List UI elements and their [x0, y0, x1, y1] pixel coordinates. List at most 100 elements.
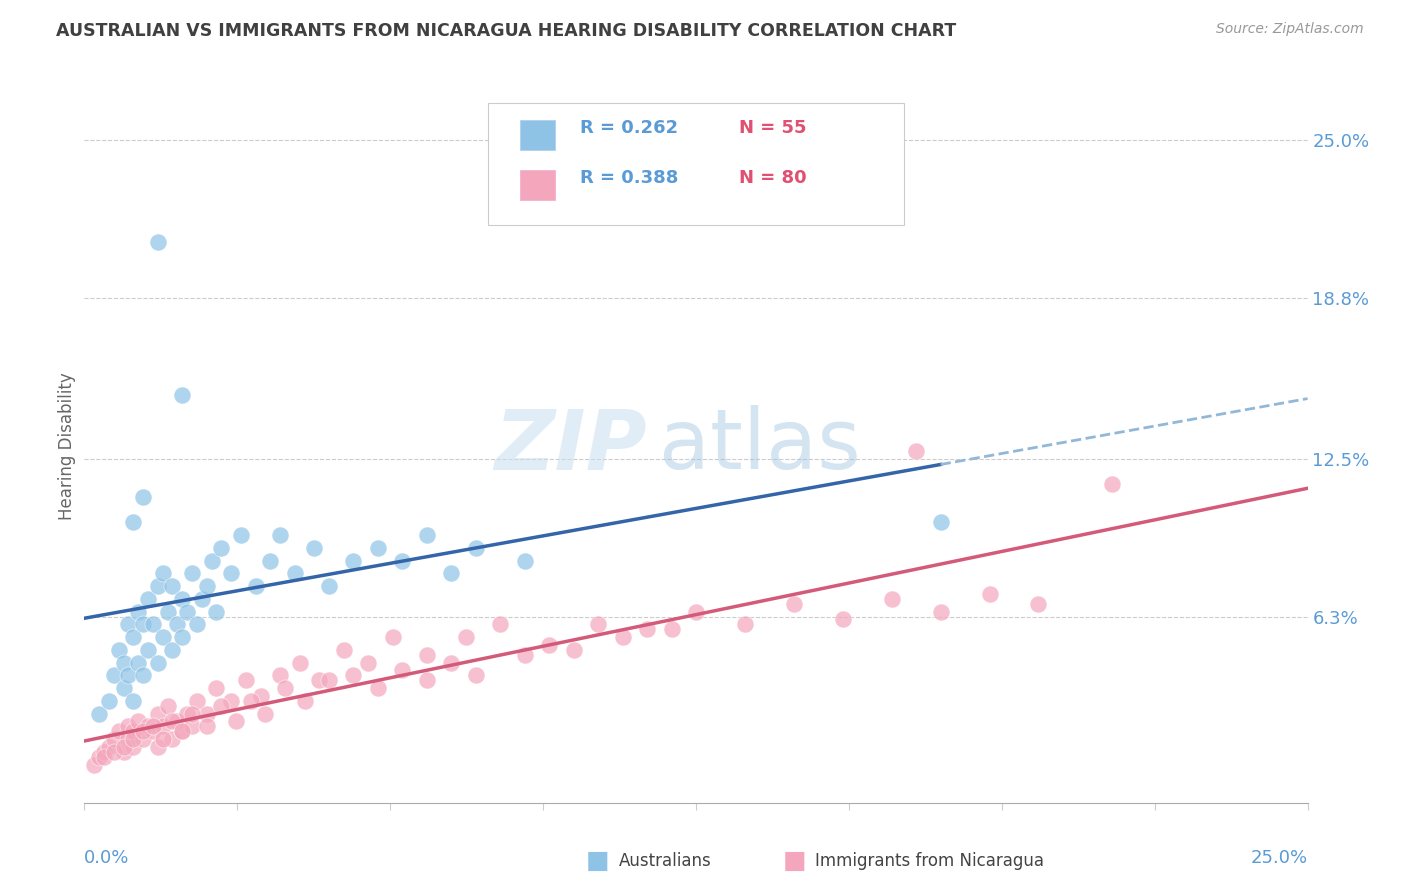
Point [538, 638, 561, 652]
Text: R = 0.262: R = 0.262 [579, 120, 678, 137]
Point [513, 648, 536, 662]
Point [357, 656, 380, 670]
Point [464, 668, 486, 682]
Point [239, 694, 262, 708]
Point [152, 630, 174, 644]
Text: ZIP: ZIP [495, 406, 647, 486]
Point [612, 630, 634, 644]
Point [225, 714, 247, 729]
Text: N = 80: N = 80 [738, 169, 807, 187]
Point [127, 656, 149, 670]
Point [156, 605, 179, 619]
Text: Immigrants from Nicaragua: Immigrants from Nicaragua [815, 852, 1045, 870]
Text: ■: ■ [783, 849, 806, 872]
Point [132, 668, 155, 682]
Point [122, 739, 145, 754]
Point [929, 605, 952, 619]
Point [136, 591, 159, 606]
Point [661, 623, 683, 637]
Point [489, 617, 512, 632]
Point [734, 617, 756, 632]
Point [122, 724, 145, 739]
Point [416, 528, 439, 542]
Point [332, 643, 354, 657]
Point [464, 541, 486, 555]
Point [87, 706, 110, 721]
Point [142, 719, 165, 733]
Point [172, 591, 194, 606]
Point [1101, 477, 1123, 491]
Point [122, 516, 145, 530]
Point [191, 591, 214, 606]
Point [162, 643, 184, 657]
Point [172, 724, 194, 739]
Point [200, 554, 222, 568]
Point [162, 579, 184, 593]
Point [172, 630, 194, 644]
Point [269, 528, 291, 542]
Point [166, 714, 188, 729]
Point [176, 706, 198, 721]
Text: Australians: Australians [619, 852, 711, 870]
Point [318, 579, 340, 593]
Point [304, 541, 326, 555]
Point [162, 714, 184, 729]
Point [636, 623, 658, 637]
Point [117, 732, 139, 747]
Point [181, 566, 204, 581]
Point [93, 750, 115, 764]
Point [186, 617, 208, 632]
Point [205, 681, 228, 695]
Point [440, 566, 463, 581]
Point [979, 587, 1001, 601]
FancyBboxPatch shape [520, 170, 555, 200]
Text: atlas: atlas [659, 406, 860, 486]
Point [209, 541, 232, 555]
Point [132, 490, 155, 504]
Point [391, 663, 413, 677]
Point [127, 605, 149, 619]
Point [235, 673, 257, 688]
Point [416, 673, 439, 688]
Point [219, 566, 242, 581]
Point [229, 528, 252, 542]
Point [117, 719, 139, 733]
Point [249, 689, 271, 703]
Point [259, 554, 281, 568]
Point [152, 566, 174, 581]
Point [905, 444, 928, 458]
Point [929, 516, 952, 530]
Point [93, 745, 115, 759]
Point [209, 698, 232, 713]
Point [117, 617, 139, 632]
Point [136, 719, 159, 733]
Point [107, 724, 129, 739]
Text: N = 55: N = 55 [738, 120, 806, 137]
Point [172, 724, 194, 739]
Point [142, 724, 165, 739]
Point [269, 668, 291, 682]
Point [416, 648, 439, 662]
Point [1028, 597, 1050, 611]
Point [166, 617, 188, 632]
Point [288, 656, 311, 670]
Point [156, 698, 179, 713]
Point [181, 719, 204, 733]
Point [162, 732, 184, 747]
Text: R = 0.388: R = 0.388 [579, 169, 678, 187]
FancyBboxPatch shape [488, 103, 904, 225]
Point [880, 591, 903, 606]
Point [513, 554, 536, 568]
Point [103, 732, 125, 747]
Point [342, 554, 364, 568]
Point [308, 673, 330, 688]
Point [112, 656, 135, 670]
Point [132, 617, 155, 632]
FancyBboxPatch shape [520, 120, 555, 150]
Point [195, 706, 218, 721]
Point [284, 566, 307, 581]
Text: ■: ■ [586, 849, 609, 872]
Point [152, 719, 174, 733]
Point [195, 719, 218, 733]
Text: Source: ZipAtlas.com: Source: ZipAtlas.com [1216, 22, 1364, 37]
